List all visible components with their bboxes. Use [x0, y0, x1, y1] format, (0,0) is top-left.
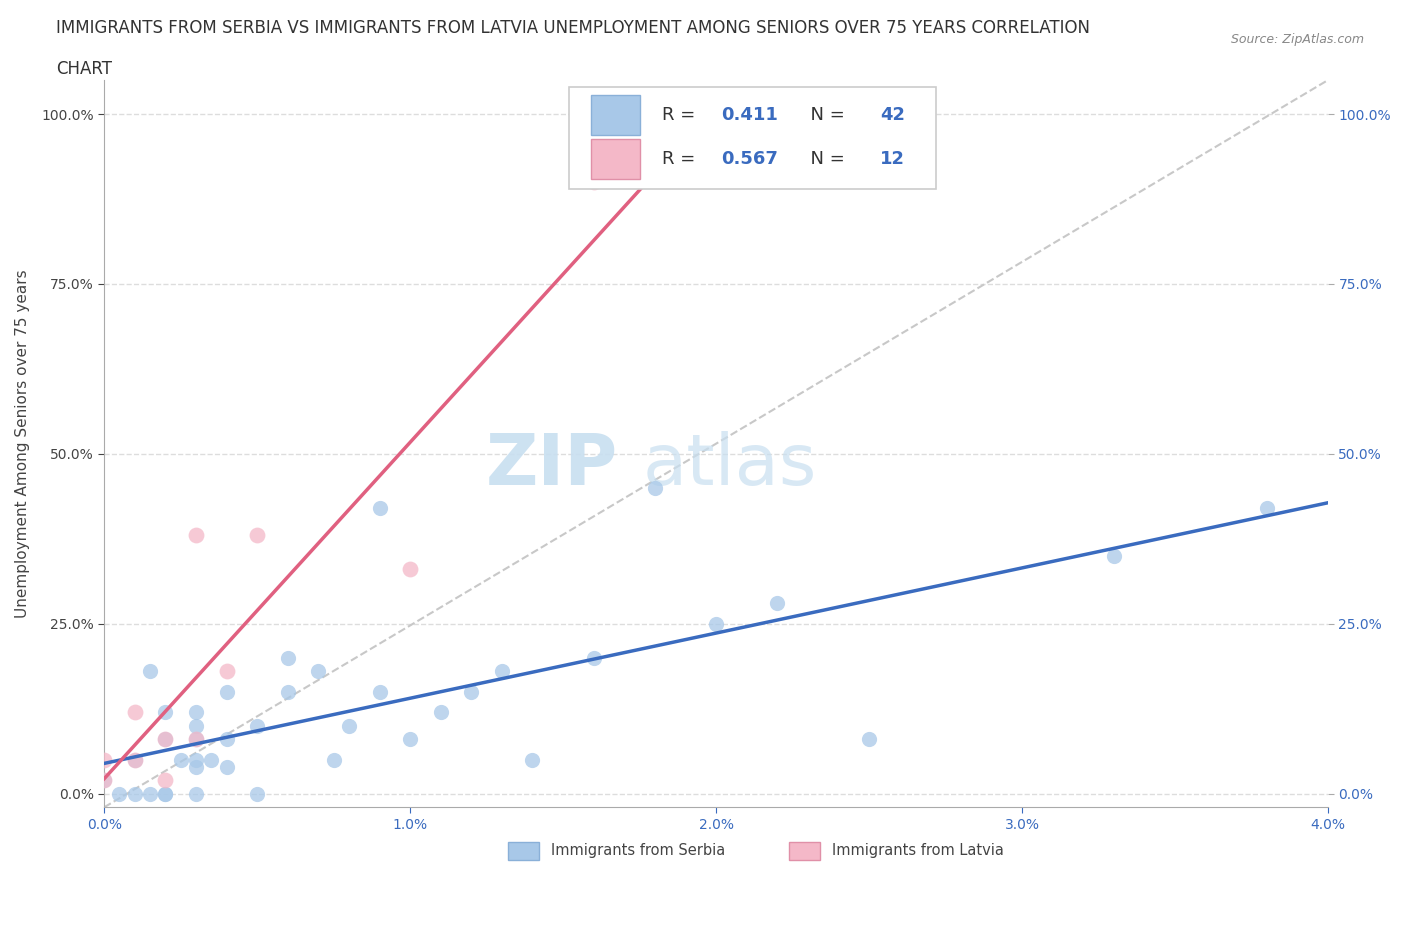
- Text: N =: N =: [799, 106, 851, 124]
- Text: CHART: CHART: [56, 60, 112, 78]
- Point: [277, 684, 299, 699]
- Point: [93, 752, 115, 767]
- Point: [155, 786, 177, 801]
- FancyBboxPatch shape: [790, 842, 820, 860]
- Point: [215, 759, 238, 774]
- Point: [246, 718, 269, 733]
- Point: [215, 684, 238, 699]
- Text: 12: 12: [880, 150, 905, 167]
- Point: [337, 718, 360, 733]
- Point: [139, 786, 162, 801]
- Point: [766, 596, 789, 611]
- Text: atlas: atlas: [643, 431, 817, 500]
- Point: [93, 773, 115, 788]
- Point: [1102, 549, 1125, 564]
- Point: [322, 752, 344, 767]
- Point: [155, 732, 177, 747]
- Point: [215, 664, 238, 679]
- Point: [184, 786, 207, 801]
- Point: [155, 786, 177, 801]
- Point: [460, 684, 482, 699]
- Point: [246, 528, 269, 543]
- Point: [184, 705, 207, 720]
- Point: [399, 732, 422, 747]
- Point: [124, 786, 146, 801]
- Text: Immigrants from Latvia: Immigrants from Latvia: [832, 844, 1004, 858]
- Point: [169, 752, 191, 767]
- Text: IMMIGRANTS FROM SERBIA VS IMMIGRANTS FROM LATVIA UNEMPLOYMENT AMONG SENIORS OVER: IMMIGRANTS FROM SERBIA VS IMMIGRANTS FRO…: [56, 19, 1090, 36]
- Text: R =: R =: [662, 106, 702, 124]
- Point: [368, 684, 391, 699]
- Point: [582, 650, 605, 665]
- Point: [184, 528, 207, 543]
- Point: [155, 773, 177, 788]
- FancyBboxPatch shape: [592, 95, 640, 135]
- Point: [93, 773, 115, 788]
- Point: [858, 732, 880, 747]
- Point: [124, 752, 146, 767]
- Point: [429, 705, 451, 720]
- Point: [582, 175, 605, 190]
- Point: [491, 664, 513, 679]
- Point: [184, 732, 207, 747]
- FancyBboxPatch shape: [592, 139, 640, 179]
- Point: [155, 705, 177, 720]
- Point: [155, 732, 177, 747]
- Point: [139, 664, 162, 679]
- Text: N =: N =: [799, 150, 851, 167]
- Point: [184, 752, 207, 767]
- Point: [124, 752, 146, 767]
- Text: Source: ZipAtlas.com: Source: ZipAtlas.com: [1230, 33, 1364, 46]
- Point: [368, 501, 391, 516]
- Y-axis label: Unemployment Among Seniors over 75 years: Unemployment Among Seniors over 75 years: [15, 270, 30, 618]
- Point: [704, 617, 727, 631]
- Point: [108, 786, 131, 801]
- Text: 0.411: 0.411: [721, 106, 778, 124]
- Text: 0.567: 0.567: [721, 150, 778, 167]
- Point: [307, 664, 329, 679]
- Text: 42: 42: [880, 106, 905, 124]
- Point: [215, 732, 238, 747]
- Point: [184, 732, 207, 747]
- FancyBboxPatch shape: [569, 87, 936, 189]
- Point: [200, 752, 222, 767]
- Point: [644, 481, 666, 496]
- Point: [1256, 501, 1278, 516]
- Text: ZIP: ZIP: [486, 431, 619, 500]
- Text: R =: R =: [662, 150, 702, 167]
- Point: [399, 562, 422, 577]
- Point: [277, 650, 299, 665]
- Text: Immigrants from Serbia: Immigrants from Serbia: [551, 844, 725, 858]
- FancyBboxPatch shape: [508, 842, 538, 860]
- Point: [124, 705, 146, 720]
- Point: [184, 759, 207, 774]
- Point: [246, 786, 269, 801]
- Point: [522, 752, 544, 767]
- Point: [184, 718, 207, 733]
